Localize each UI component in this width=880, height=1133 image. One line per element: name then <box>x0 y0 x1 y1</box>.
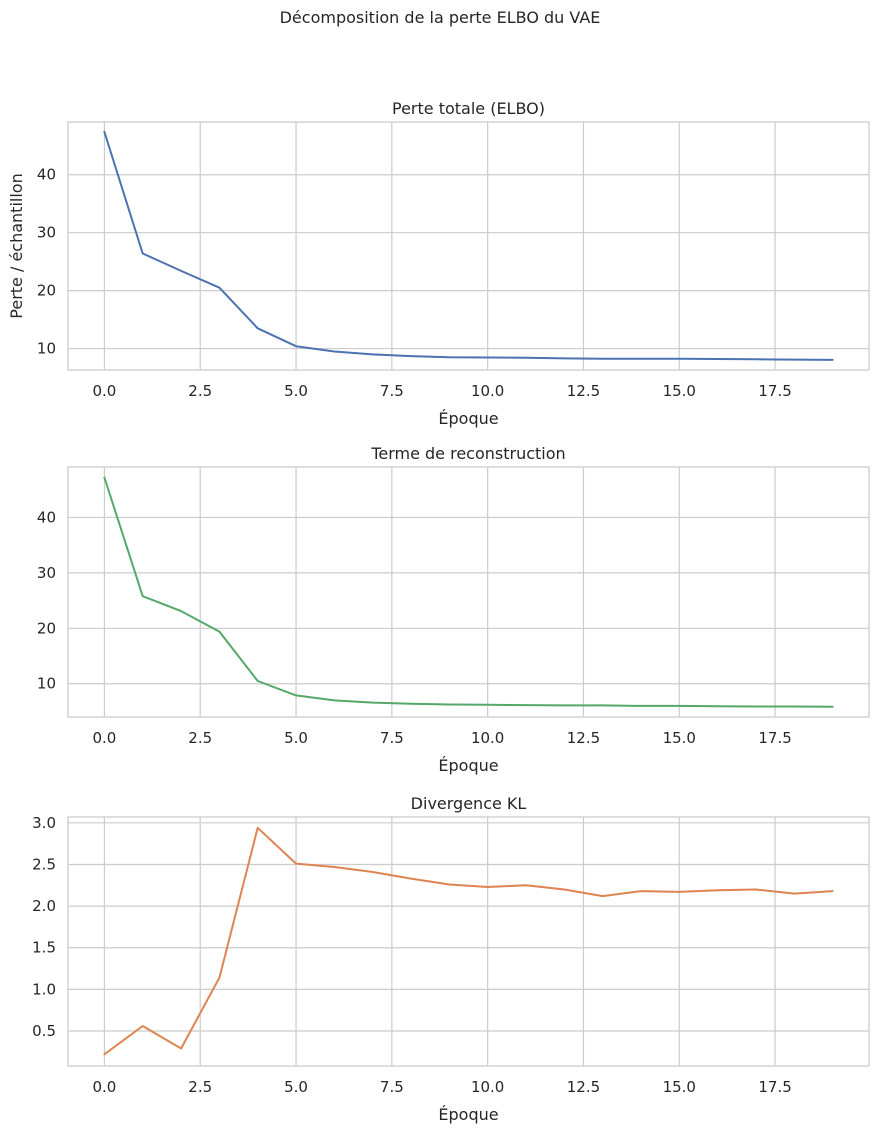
axes-frame <box>67 816 870 1067</box>
x-tick-label: 5.0 <box>284 1078 308 1096</box>
x-tick-label: 17.5 <box>758 729 791 747</box>
axes-frame <box>67 121 870 371</box>
series-line <box>103 476 834 708</box>
x-tick-label: 17.5 <box>758 1078 791 1096</box>
y-tick-label: 40 <box>37 166 56 184</box>
x-tick-label: 12.5 <box>567 1078 600 1096</box>
subplot-3: 0.0 2.5 5.0 7.5 10.0 12.5 15.0 17.5 0.5 1.0 1.5 2.0… <box>32 794 870 1124</box>
x-tick-label: 10.0 <box>471 729 504 747</box>
x-tick-label: 10.0 <box>471 382 504 400</box>
y-tick-label: 2.5 <box>32 855 56 873</box>
series-line <box>103 826 834 1056</box>
x-tick-label: 15.0 <box>663 729 696 747</box>
x-tick-label: 7.5 <box>380 382 404 400</box>
y-axis-label: Perte / échantillon <box>7 173 26 318</box>
y-tick-label: 10 <box>37 340 56 358</box>
x-axis-label: Époque <box>438 1105 498 1124</box>
x-tick-label: 0.0 <box>92 1078 116 1096</box>
x-tick-label: 2.5 <box>188 729 212 747</box>
x-tick-label: 15.0 <box>663 382 696 400</box>
series-line <box>103 130 834 361</box>
x-tick-label: 2.5 <box>188 382 212 400</box>
x-tick-label: 5.0 <box>284 382 308 400</box>
y-tick-label: 1.5 <box>32 939 56 957</box>
y-tick-label: 10 <box>37 675 56 693</box>
y-tick-label: 20 <box>37 282 56 300</box>
y-tick-label: 3.0 <box>32 814 56 832</box>
x-tick-label: 12.5 <box>567 382 600 400</box>
subplot-title: Perte totale (ELBO) <box>392 99 545 118</box>
x-tick-label: 10.0 <box>471 1078 504 1096</box>
x-tick-label: 7.5 <box>380 1078 404 1096</box>
subplot-title: Divergence KL <box>411 794 527 813</box>
x-axis-label: Époque <box>438 409 498 428</box>
subplot-2: 0.0 2.5 5.0 7.5 10.0 12.5 15.0 17.5 10 20 30 40 Term… <box>37 444 870 775</box>
figure-suptitle: Décomposition de la perte ELBO du VAE <box>280 8 601 27</box>
subplot-1: 0.0 2.5 5.0 7.5 10.0 12.5 15.0 17.5 10 20 30 40 Pert… <box>7 99 870 428</box>
subplot-title: Terme de reconstruction <box>370 444 565 463</box>
x-tick-label: 5.0 <box>284 729 308 747</box>
subplots: 0.0 2.5 5.0 7.5 10.0 12.5 15.0 17.5 10 20 30 40 Pert… <box>7 99 870 1124</box>
y-tick-label: 0.5 <box>32 1022 56 1040</box>
y-tick-label: 30 <box>37 224 56 242</box>
x-tick-label: 15.0 <box>663 1078 696 1096</box>
y-tick-label: 30 <box>37 564 56 582</box>
x-tick-label: 12.5 <box>567 729 600 747</box>
y-tick-label: 1.0 <box>32 980 56 998</box>
x-tick-label: 7.5 <box>380 729 404 747</box>
y-tick-label: 20 <box>37 619 56 637</box>
x-tick-label: 17.5 <box>758 382 791 400</box>
x-tick-label: 2.5 <box>188 1078 212 1096</box>
x-axis-label: Époque <box>438 756 498 775</box>
y-tick-label: 40 <box>37 508 56 526</box>
axes-frame <box>67 466 870 718</box>
x-tick-label: 0.0 <box>92 729 116 747</box>
x-tick-label: 0.0 <box>92 382 116 400</box>
y-tick-label: 2.0 <box>32 897 56 915</box>
